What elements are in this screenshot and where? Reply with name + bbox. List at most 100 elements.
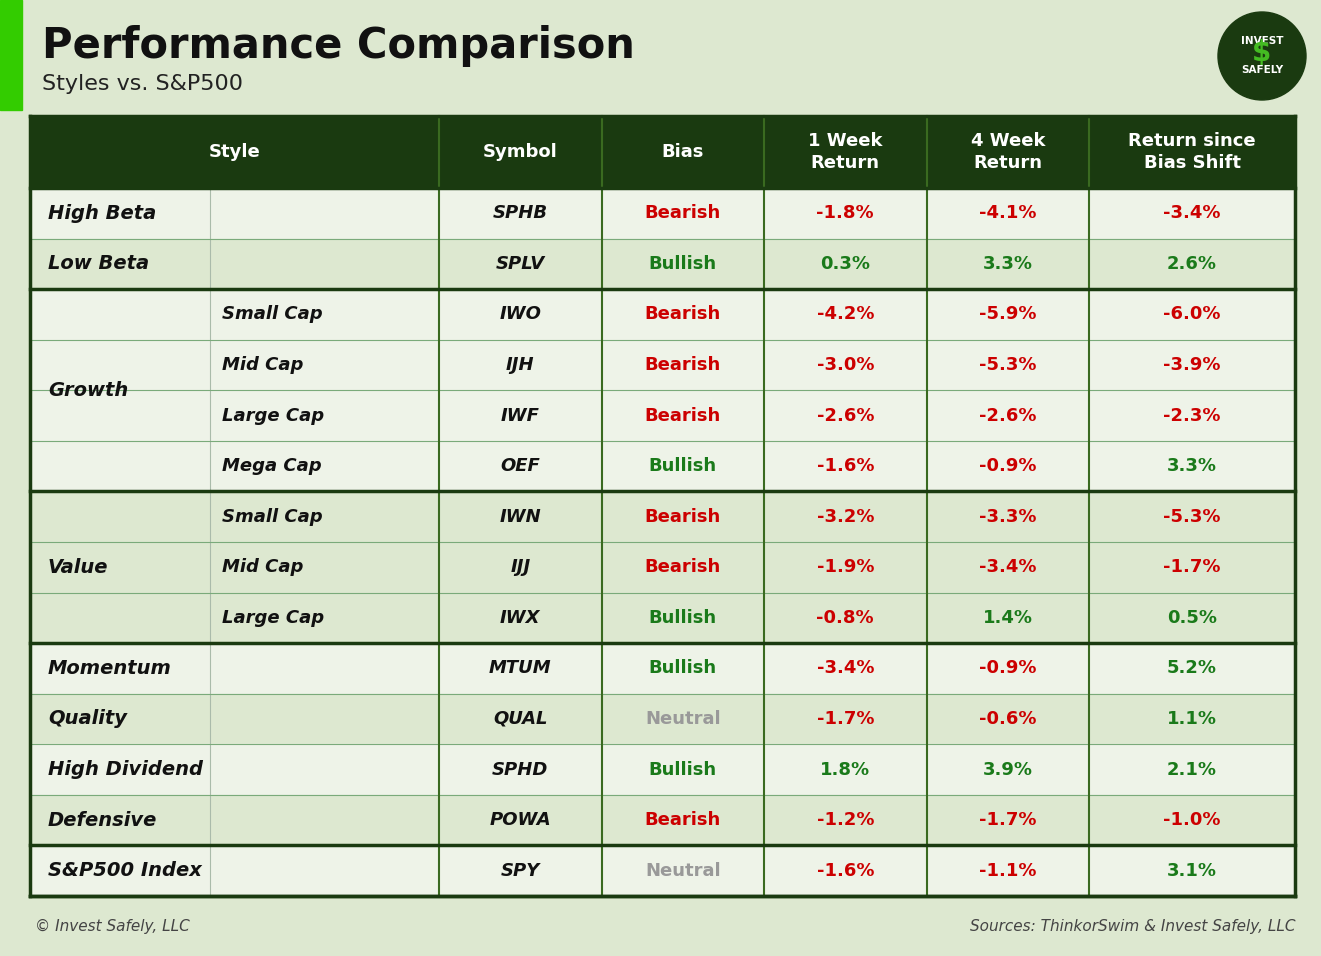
Text: © Invest Safely, LLC: © Invest Safely, LLC — [34, 919, 190, 933]
Text: -1.1%: -1.1% — [979, 861, 1037, 880]
Text: 1.1%: 1.1% — [1166, 710, 1217, 728]
Text: -1.7%: -1.7% — [979, 811, 1037, 829]
Text: Quality: Quality — [48, 709, 127, 728]
Text: 0.3%: 0.3% — [820, 255, 871, 272]
Text: IWF: IWF — [501, 406, 540, 424]
Bar — [30, 745, 1295, 794]
Text: 0.5%: 0.5% — [1166, 609, 1217, 627]
Text: High Dividend: High Dividend — [48, 760, 203, 779]
Text: Growth: Growth — [48, 380, 128, 400]
Text: IWO: IWO — [499, 305, 542, 323]
Bar — [30, 643, 1295, 694]
Text: -4.1%: -4.1% — [979, 205, 1037, 223]
Text: -5.9%: -5.9% — [979, 305, 1037, 323]
Text: IJH: IJH — [506, 356, 535, 374]
Text: -1.9%: -1.9% — [816, 558, 875, 576]
Text: -3.9%: -3.9% — [1164, 356, 1221, 374]
Text: S&P500 Index: S&P500 Index — [48, 861, 202, 880]
Text: Bias: Bias — [662, 143, 704, 161]
Text: SPY: SPY — [501, 861, 540, 880]
Text: POWA: POWA — [490, 811, 551, 829]
Bar — [30, 116, 1295, 188]
Text: Bullish: Bullish — [649, 609, 717, 627]
Text: -3.4%: -3.4% — [979, 558, 1037, 576]
Bar — [30, 694, 1295, 745]
Text: Mid Cap: Mid Cap — [222, 558, 304, 576]
Text: -1.8%: -1.8% — [816, 205, 875, 223]
Text: Bearish: Bearish — [645, 508, 721, 526]
Text: Large Cap: Large Cap — [222, 406, 324, 424]
Text: Low Beta: Low Beta — [48, 254, 149, 273]
Bar — [30, 339, 1295, 390]
Text: -0.6%: -0.6% — [979, 710, 1037, 728]
Bar — [30, 593, 1295, 643]
Bar — [30, 845, 1295, 896]
Text: IWN: IWN — [499, 508, 542, 526]
Text: Style: Style — [209, 143, 260, 161]
Text: -2.6%: -2.6% — [816, 406, 875, 424]
Text: -2.6%: -2.6% — [979, 406, 1037, 424]
Text: -6.0%: -6.0% — [1164, 305, 1221, 323]
Text: Styles vs. S&P500: Styles vs. S&P500 — [42, 74, 243, 94]
Text: -4.2%: -4.2% — [816, 305, 875, 323]
Text: -1.2%: -1.2% — [816, 811, 875, 829]
Bar — [30, 794, 1295, 845]
Text: Defensive: Defensive — [48, 811, 157, 830]
Circle shape — [1218, 12, 1306, 100]
Text: Value: Value — [48, 557, 108, 576]
Text: Bearish: Bearish — [645, 811, 721, 829]
Text: MTUM: MTUM — [489, 660, 552, 678]
Text: 1.8%: 1.8% — [820, 761, 871, 778]
Text: -1.6%: -1.6% — [816, 457, 875, 475]
Bar — [30, 491, 1295, 542]
Text: -1.6%: -1.6% — [816, 861, 875, 880]
Text: Bearish: Bearish — [645, 356, 721, 374]
Text: -2.3%: -2.3% — [1164, 406, 1221, 424]
Bar — [30, 390, 1295, 441]
Text: -1.7%: -1.7% — [816, 710, 875, 728]
Text: 2.6%: 2.6% — [1166, 255, 1217, 272]
Text: Bullish: Bullish — [649, 660, 717, 678]
Text: Bullish: Bullish — [649, 255, 717, 272]
Text: Bearish: Bearish — [645, 305, 721, 323]
Text: IJJ: IJJ — [510, 558, 531, 576]
Text: 3.3%: 3.3% — [983, 255, 1033, 272]
Text: Large Cap: Large Cap — [222, 609, 324, 627]
Text: -3.2%: -3.2% — [816, 508, 875, 526]
Text: High Beta: High Beta — [48, 204, 156, 223]
Text: Mid Cap: Mid Cap — [222, 356, 304, 374]
Text: 3.9%: 3.9% — [983, 761, 1033, 778]
Text: IWX: IWX — [501, 609, 540, 627]
Text: -3.4%: -3.4% — [816, 660, 875, 678]
Text: OEF: OEF — [501, 457, 540, 475]
Text: -0.9%: -0.9% — [979, 457, 1037, 475]
Text: -5.3%: -5.3% — [1164, 508, 1221, 526]
Text: Sources: ThinkorSwim & Invest Safely, LLC: Sources: ThinkorSwim & Invest Safely, LL… — [970, 919, 1295, 933]
Text: $: $ — [1252, 39, 1272, 67]
Text: 3.1%: 3.1% — [1166, 861, 1217, 880]
Text: 5.2%: 5.2% — [1166, 660, 1217, 678]
Text: Neutral: Neutral — [645, 710, 721, 728]
Text: Bearish: Bearish — [645, 406, 721, 424]
Text: -0.8%: -0.8% — [816, 609, 875, 627]
Bar — [0, 0, 22, 110]
Text: QUAL: QUAL — [493, 710, 548, 728]
Text: -3.3%: -3.3% — [979, 508, 1037, 526]
Text: 2.1%: 2.1% — [1166, 761, 1217, 778]
Text: Symbol: Symbol — [483, 143, 557, 161]
Text: 4 Week
Return: 4 Week Return — [971, 132, 1045, 172]
Text: Neutral: Neutral — [645, 861, 721, 880]
Text: -3.4%: -3.4% — [1164, 205, 1221, 223]
Bar — [30, 542, 1295, 593]
Text: Small Cap: Small Cap — [222, 305, 322, 323]
Text: Bullish: Bullish — [649, 761, 717, 778]
Text: SPLV: SPLV — [495, 255, 544, 272]
Text: Return since
Bias Shift: Return since Bias Shift — [1128, 132, 1256, 172]
Text: Momentum: Momentum — [48, 659, 172, 678]
Text: SPHD: SPHD — [493, 761, 548, 778]
Bar — [30, 441, 1295, 491]
Bar — [30, 239, 1295, 289]
Text: -1.7%: -1.7% — [1164, 558, 1221, 576]
Text: Small Cap: Small Cap — [222, 508, 322, 526]
Text: 1.4%: 1.4% — [983, 609, 1033, 627]
